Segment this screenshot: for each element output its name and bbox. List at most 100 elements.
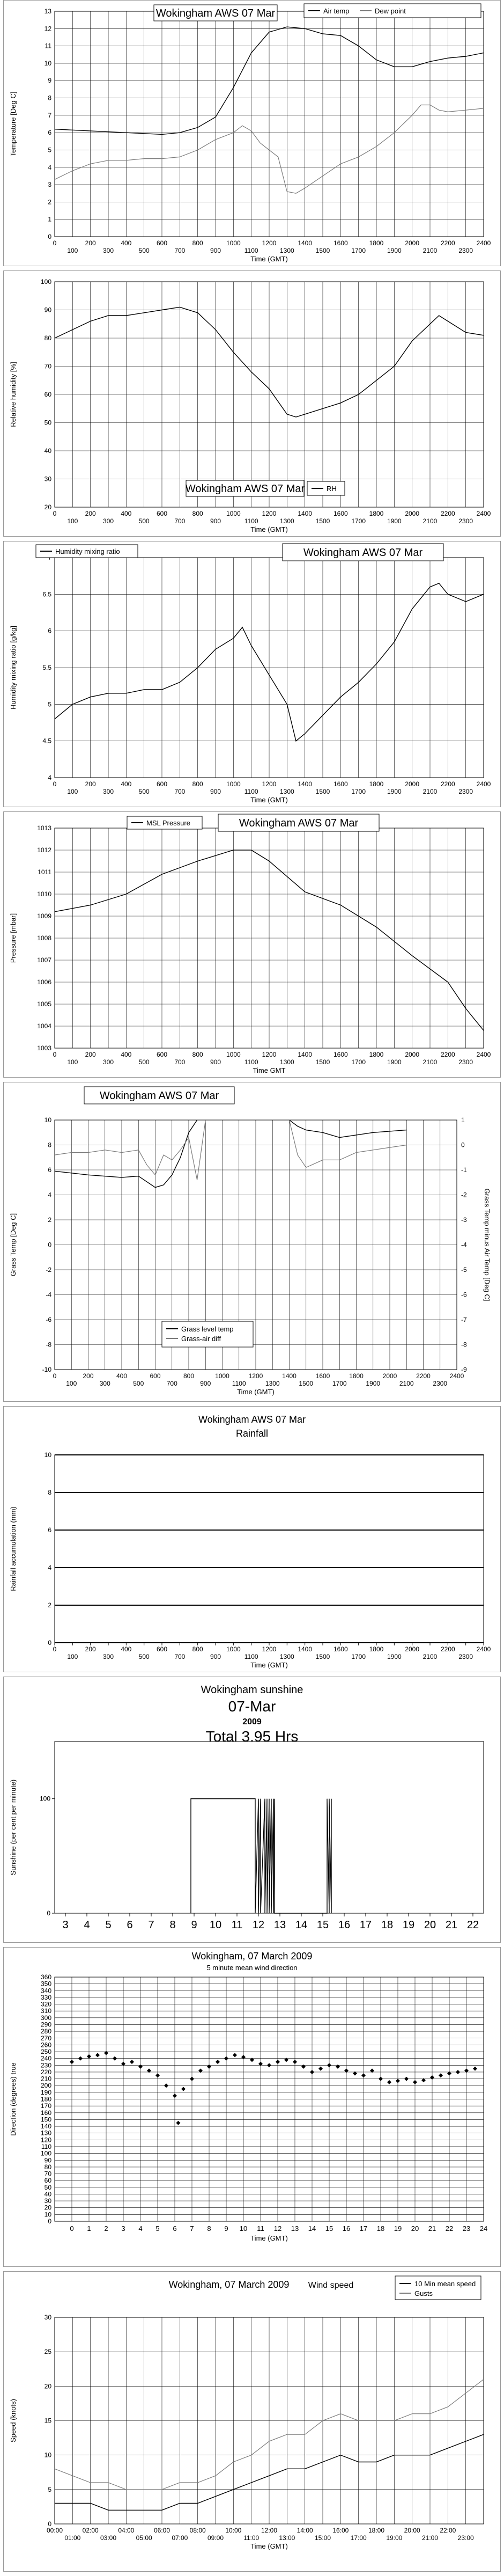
x-tick-label: 200 [83, 1372, 93, 1380]
x-tick-label: 1900 [366, 1380, 380, 1387]
y-tick-label: 130 [41, 2129, 51, 2137]
x-tick-label: 700 [174, 517, 185, 525]
y-tick-label: 340 [41, 1987, 51, 1994]
scatter-point [207, 2064, 211, 2069]
y-tick-label: 350 [41, 1980, 51, 1988]
scatter-point [318, 2066, 323, 2071]
x-tick-label: 3 [121, 2224, 125, 2233]
x-tick-label: 15:00 [315, 2534, 331, 2542]
x-tick-label: 12 [274, 2224, 281, 2233]
y-tick-label: 80 [45, 2163, 52, 2171]
series-line [54, 1119, 198, 1188]
x-tick-label: 2100 [423, 788, 438, 795]
x-tick-label: 20 [424, 1919, 436, 1931]
y-tick-label: 25 [45, 2348, 52, 2355]
y-tick-label: 360 [41, 1973, 51, 1981]
x-tick-label: 2000 [405, 1645, 419, 1653]
x-tick-label: 900 [210, 1653, 221, 1660]
y-tick-label: 0 [48, 1639, 51, 1646]
y-tick-label: -10 [42, 1366, 52, 1373]
rainfall-chart: 0 2 4 6 8 10 0 200 400 600 800 1000 1200 1400 1600 1800… [3, 1406, 501, 1672]
x-tick-label: 1900 [387, 1653, 402, 1660]
series-line [54, 1119, 206, 1180]
y-tick-label: 4 [48, 164, 51, 171]
y-axis-label: Grass Temp [Deg C] [9, 1213, 17, 1277]
x-tick-label: 2000 [383, 1372, 397, 1380]
x-tick-label: 1000 [226, 1645, 241, 1653]
y-axis-label: Speed (knots) [9, 2399, 17, 2442]
y-tick-label: 6 [48, 1526, 51, 1534]
x-tick-label: 1800 [369, 510, 384, 517]
y2-tick-label: -8 [461, 1341, 467, 1349]
y-tick-label: 250 [41, 2048, 51, 2055]
y2-tick-label: -3 [461, 1216, 467, 1224]
y-tick-label: 30 [45, 2314, 52, 2321]
x-tick-label: 8 [169, 1919, 175, 1931]
y-tick-label: 6.5 [42, 590, 51, 598]
y-tick-label: 290 [41, 2021, 51, 2028]
x-tick-label: 2200 [441, 510, 455, 517]
title-box [186, 480, 305, 497]
scatter-point [70, 2059, 74, 2064]
y-tick-label: 80 [45, 334, 52, 342]
y-tick-label: 0 [47, 1909, 50, 1917]
scatter-point [155, 2073, 160, 2078]
scatter-point [164, 2083, 168, 2088]
x-tick-label: 1200 [262, 1051, 277, 1058]
x-tick-label: 2400 [477, 780, 491, 788]
x-tick-label: 22 [446, 2224, 453, 2233]
x-tick-label: 500 [139, 1058, 150, 1066]
y-tick-label: 30 [45, 2197, 52, 2205]
y-tick-label: 100 [40, 1795, 50, 1803]
x-tick-label: 9 [191, 1919, 197, 1931]
x-tick-label: 0 [53, 239, 57, 247]
x-tick-label: 800 [192, 1051, 203, 1058]
y-tick-label: 60 [45, 391, 52, 398]
grid [54, 1119, 457, 1370]
chart-svg: 0 5 10 15 20 25 30 00:00 02:00 04:00 06:00 08:00 10:… [9, 2275, 484, 2550]
y-tick-label: 8 [48, 1489, 51, 1496]
series-line [54, 104, 484, 194]
y-tick-label: 5.5 [42, 664, 51, 671]
x-tick-label: 1100 [244, 247, 258, 254]
x-tick-label: 18:00 [368, 2527, 384, 2534]
y2-axis-label: Grass Temp minus Air Temp [Deg C] [483, 1189, 491, 1301]
x-tick-label: 1900 [387, 1058, 402, 1066]
x-tick-label: 400 [121, 1051, 131, 1058]
x-tick-label: 8 [207, 2224, 211, 2233]
x-tick-label: 23:00 [458, 2534, 474, 2542]
scatter-point [464, 2068, 469, 2073]
x-tick-label: 100 [67, 1058, 78, 1066]
chart-title: Wokingham sunshine [201, 1684, 303, 1696]
x-tick-label: 2100 [399, 1380, 414, 1387]
x-tick-label: 600 [157, 780, 167, 788]
x-tick-label: 18 [381, 1919, 393, 1931]
x-tick-label: 900 [210, 788, 221, 795]
y-tick-label: 0 [48, 1241, 51, 1249]
y-tick-label: 10 [45, 1116, 52, 1124]
x-tick-label: 1700 [351, 247, 366, 254]
x-tick-label: 1600 [333, 239, 348, 247]
x-tick-label: 1500 [316, 247, 330, 254]
y-tick-label: 12 [45, 25, 52, 32]
scatter-point [370, 2068, 374, 2073]
series-line [54, 26, 484, 135]
y-tick-label: 0 [48, 233, 51, 240]
x-tick-label: 700 [174, 247, 185, 254]
x-tick-label: 2400 [477, 510, 491, 517]
sunshine-chart: 0 100 3 4 5 6 7 8 9 10 11 12 13 14 15 16 17 18 19 20 21 22 Sun… [3, 1677, 501, 1943]
scatter-point [430, 2075, 434, 2080]
y-tick-label: 120 [41, 2136, 51, 2143]
x-tick-label: 800 [192, 239, 203, 247]
plot-area-frame [54, 281, 484, 508]
y-tick-label: 1012 [37, 846, 51, 854]
x-tick-label: 4 [84, 1919, 90, 1931]
x-tick-label: 300 [103, 1653, 114, 1660]
x-tick-label: 1800 [369, 1645, 384, 1653]
x-tick-label: 0 [53, 1372, 57, 1380]
y-tick-label: 30 [45, 475, 52, 483]
grass-temp-chart: -10 -8 -6 -4 -2 0 2 4 6 8 10 -9 -8 -7 -6 -5 -4 -3 -2 -1 0 1 0 2… [3, 1082, 501, 1402]
scatter-point [147, 2068, 151, 2073]
x-tick-label: 1800 [349, 1372, 364, 1380]
